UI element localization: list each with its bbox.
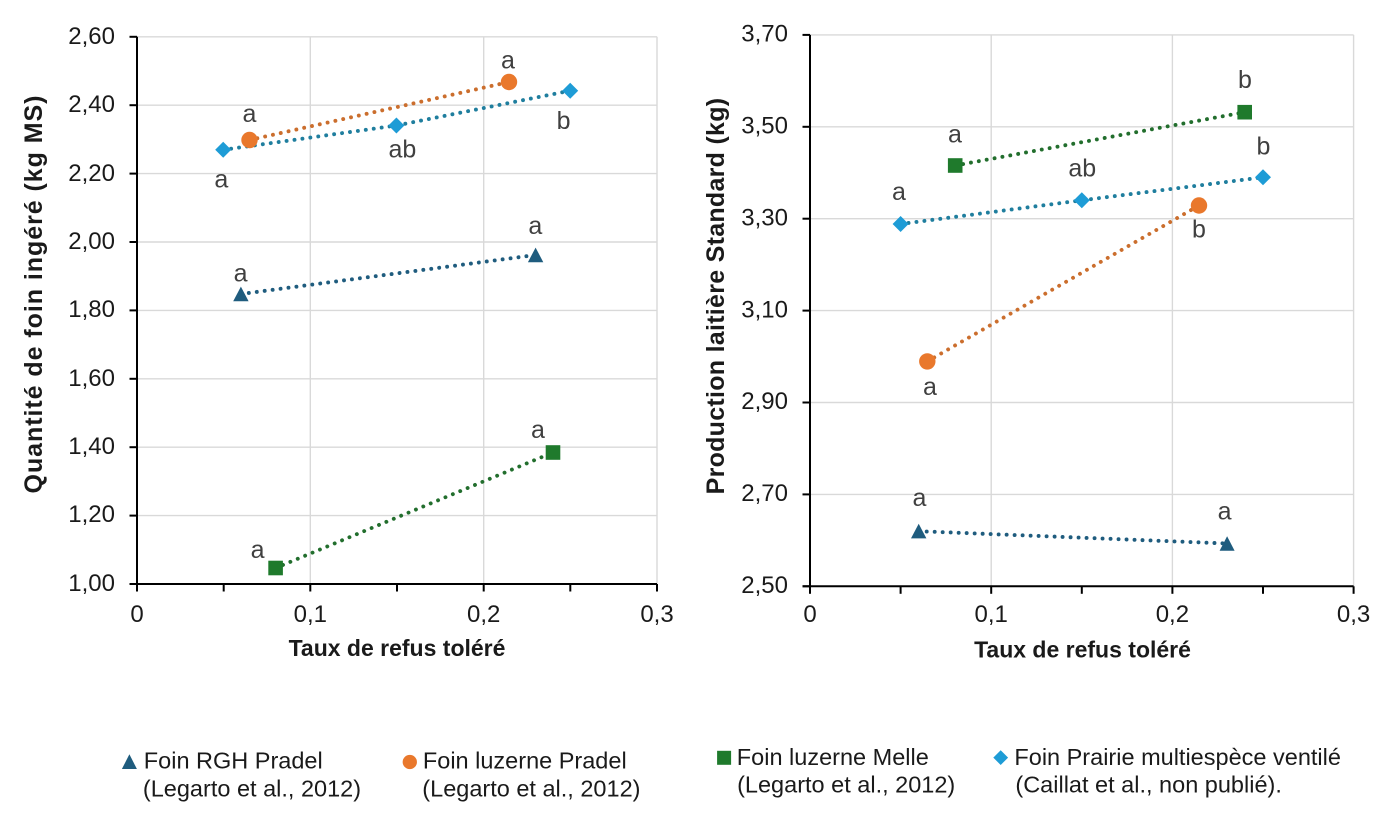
svg-text:2,70: 2,70 — [741, 480, 788, 507]
svg-text:1,60: 1,60 — [68, 365, 115, 392]
svg-text:2,20: 2,20 — [68, 160, 115, 187]
svg-text:Foin RGH Pradel: Foin RGH Pradel — [144, 748, 323, 774]
svg-text:Production laitière Standard (: Production laitière Standard (kg) — [702, 98, 730, 495]
svg-text:2,50: 2,50 — [741, 572, 788, 599]
svg-text:Foin Prairie multiespèce venti: Foin Prairie multiespèce ventilé — [1014, 744, 1341, 770]
svg-text:0,2: 0,2 — [1156, 601, 1189, 628]
svg-text:a: a — [923, 373, 937, 401]
svg-text:ab: ab — [388, 136, 416, 164]
svg-text:1,40: 1,40 — [68, 433, 115, 460]
svg-text:(Caillat et al., non publié).: (Caillat et al., non publié). — [1015, 772, 1281, 798]
svg-text:a: a — [912, 484, 926, 512]
svg-text:3,70: 3,70 — [741, 21, 788, 48]
svg-text:0,1: 0,1 — [975, 601, 1008, 628]
svg-text:a: a — [214, 166, 228, 194]
svg-text:(Legarto et al., 2012): (Legarto et al., 2012) — [422, 776, 640, 802]
svg-text:Taux de refus toléré: Taux de refus toléré — [974, 637, 1191, 663]
svg-text:1,80: 1,80 — [68, 296, 115, 323]
svg-text:0,3: 0,3 — [1337, 601, 1370, 628]
svg-text:b: b — [1238, 66, 1252, 94]
svg-text:a: a — [528, 212, 542, 240]
svg-text:a: a — [501, 47, 515, 75]
svg-text:a: a — [1218, 498, 1232, 526]
svg-text:b: b — [1257, 132, 1271, 160]
svg-text:0,3: 0,3 — [640, 601, 673, 628]
svg-text:2,90: 2,90 — [741, 388, 788, 415]
svg-text:(Legarto et al., 2012): (Legarto et al., 2012) — [143, 776, 361, 802]
svg-text:Quantité de foin ingéré (kg MS: Quantité de foin ingéré (kg MS) — [20, 95, 48, 494]
svg-text:2,00: 2,00 — [68, 228, 115, 255]
svg-text:2,60: 2,60 — [68, 23, 115, 50]
svg-text:1,20: 1,20 — [68, 501, 115, 528]
svg-text:a: a — [242, 100, 256, 128]
svg-text:0,2: 0,2 — [467, 601, 500, 628]
svg-text:a: a — [251, 536, 265, 564]
svg-text:b: b — [1192, 215, 1206, 243]
svg-text:a: a — [531, 416, 545, 444]
svg-text:(Legarto et al., 2012): (Legarto et al., 2012) — [737, 772, 955, 798]
svg-text:Foin luzerne Pradel: Foin luzerne Pradel — [423, 748, 627, 774]
svg-text:3,50: 3,50 — [741, 113, 788, 140]
svg-text:2,40: 2,40 — [68, 91, 115, 118]
svg-text:a: a — [234, 260, 248, 288]
svg-text:Taux de refus toléré: Taux de refus toléré — [289, 635, 506, 661]
svg-text:3,30: 3,30 — [741, 204, 788, 231]
svg-text:0: 0 — [803, 601, 816, 628]
svg-text:a: a — [892, 178, 906, 206]
svg-text:ab: ab — [1068, 155, 1096, 183]
svg-text:0: 0 — [130, 601, 143, 628]
svg-text:b: b — [557, 107, 571, 135]
svg-text:0,1: 0,1 — [294, 601, 327, 628]
svg-text:1,00: 1,00 — [68, 570, 115, 597]
svg-text:3,10: 3,10 — [741, 296, 788, 323]
svg-text:a: a — [948, 120, 962, 148]
svg-text:Foin luzerne Melle: Foin luzerne Melle — [737, 744, 929, 770]
